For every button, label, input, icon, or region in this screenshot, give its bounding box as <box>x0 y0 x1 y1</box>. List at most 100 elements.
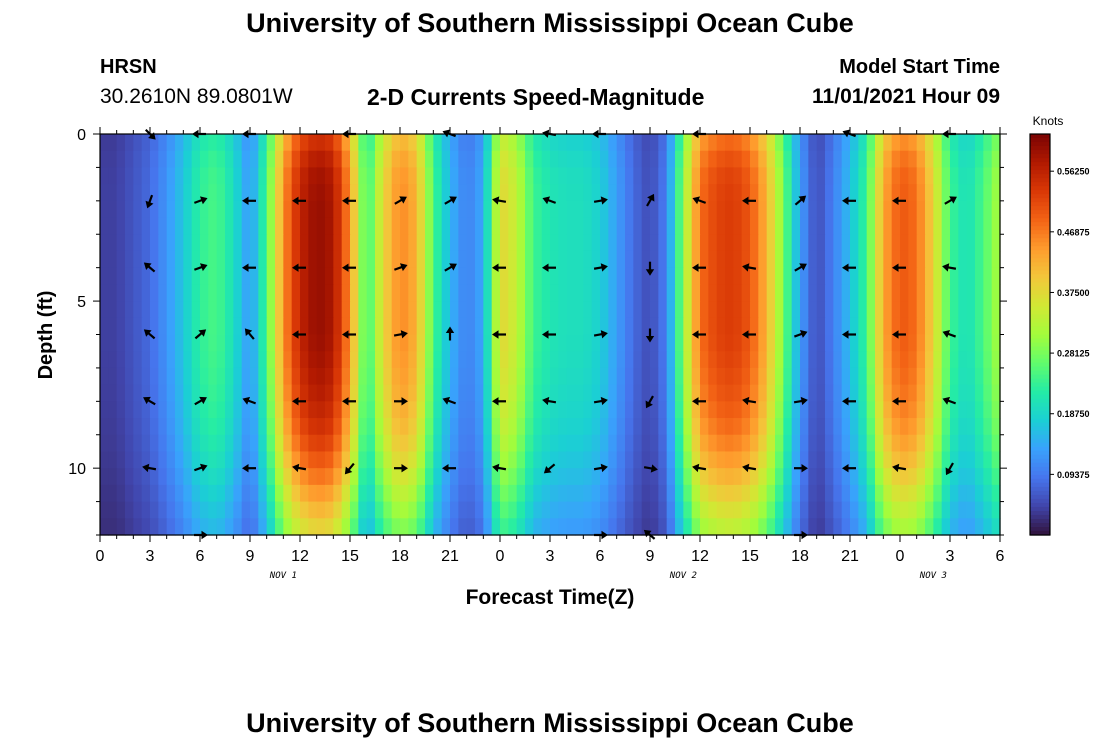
heatmap-cell <box>600 184 609 202</box>
heatmap-cell <box>591 384 601 402</box>
heatmap-cell <box>408 501 418 519</box>
heatmap-cell <box>850 418 859 436</box>
heatmap-cell <box>458 134 468 152</box>
x-tick-label: 0 <box>896 548 905 565</box>
heatmap-cell <box>533 451 543 469</box>
heatmap-cell <box>608 468 618 486</box>
heatmap-cell <box>333 468 343 486</box>
heatmap-cell <box>858 451 868 469</box>
heatmap-cell <box>991 167 1001 185</box>
heatmap-cell <box>366 384 376 402</box>
heatmap-cell <box>366 418 376 436</box>
heatmap-cell <box>166 167 176 185</box>
heatmap-cell <box>725 200 734 219</box>
heatmap-cell <box>416 234 426 252</box>
heatmap-cell <box>375 250 384 269</box>
heatmap-cell <box>258 167 268 185</box>
heatmap-cell <box>525 468 534 486</box>
heatmap-cell <box>808 184 818 202</box>
heatmap-cell <box>525 234 534 252</box>
heatmap-cell <box>591 301 601 319</box>
heatmap-cell <box>425 468 434 486</box>
heatmap-cell <box>691 250 701 269</box>
heatmap-cell <box>175 134 184 152</box>
heatmap-cell <box>125 434 134 453</box>
heatmap-cell <box>933 134 943 152</box>
heatmap-cell <box>741 284 751 302</box>
heatmap-cell <box>100 200 109 219</box>
heatmap-cell <box>616 267 626 285</box>
heatmap-cell <box>325 301 334 319</box>
heatmap-cell <box>991 518 1001 536</box>
heatmap-cell <box>616 401 626 419</box>
heatmap-cell <box>283 484 293 503</box>
heatmap-cell <box>916 384 926 402</box>
heatmap-cell <box>383 468 393 486</box>
heatmap-cell <box>983 184 993 202</box>
heatmap-cell <box>483 250 493 269</box>
heatmap-cell <box>666 334 676 352</box>
heatmap-cell <box>341 301 351 319</box>
heatmap-cell <box>400 134 409 152</box>
heatmap-cell <box>775 518 784 536</box>
heatmap-cell <box>491 434 501 453</box>
heatmap-cell <box>483 234 493 252</box>
heatmap-cell <box>966 250 976 269</box>
heatmap-cell <box>608 184 618 202</box>
heatmap-cell <box>483 501 493 519</box>
heatmap-cell <box>925 200 934 219</box>
heatmap-cell <box>416 501 426 519</box>
heatmap-cell <box>566 234 576 252</box>
x-tick-label: 15 <box>741 548 759 565</box>
current-arrow <box>342 196 356 205</box>
heatmap-cell <box>591 317 601 336</box>
heatmap-cell <box>383 200 393 219</box>
heatmap-cell <box>850 250 859 269</box>
heatmap-cell <box>766 451 776 469</box>
heatmap-cell <box>950 301 959 319</box>
heatmap-cell <box>908 484 918 503</box>
heatmap-cell <box>916 150 926 169</box>
heatmap-cell <box>483 200 493 219</box>
heatmap-cell <box>900 418 909 436</box>
heatmap-cell <box>100 267 109 285</box>
heatmap-cell <box>775 267 784 285</box>
heatmap-cell <box>316 501 326 519</box>
heatmap-cell <box>250 250 259 269</box>
heatmap-cell <box>925 434 934 453</box>
heatmap-cell <box>200 501 209 519</box>
heatmap-cell <box>933 284 943 302</box>
heatmap-cell <box>250 451 259 469</box>
x-tick-label: 9 <box>646 548 655 565</box>
heatmap-cell <box>791 351 801 369</box>
heatmap-cell <box>458 501 468 519</box>
heatmap-cell <box>858 351 868 369</box>
heatmap-cell <box>200 468 209 486</box>
colorbar-swatch <box>1030 358 1050 364</box>
heatmap-cell <box>825 184 834 202</box>
heatmap-cell <box>725 301 734 319</box>
heatmap-cell <box>708 401 718 419</box>
heatmap-cell <box>608 334 618 352</box>
heatmap-cell <box>983 200 993 219</box>
heatmap-cell <box>308 501 318 519</box>
heatmap-cell <box>175 167 184 185</box>
heatmap-cell <box>666 134 676 152</box>
heatmap-cell <box>491 184 501 202</box>
heatmap-cell <box>341 351 351 369</box>
heatmap-cell <box>833 250 843 269</box>
heatmap-cell <box>808 284 818 302</box>
heatmap-cell <box>733 134 743 152</box>
heatmap-cell <box>875 267 884 285</box>
heatmap-cell <box>641 167 651 185</box>
heatmap-cell <box>583 351 593 369</box>
heatmap-cell <box>866 301 876 319</box>
heatmap-cell <box>858 401 868 419</box>
heatmap-cell <box>875 301 884 319</box>
current-arrow <box>292 397 306 406</box>
heatmap-cell <box>308 267 318 285</box>
heatmap-cell <box>558 351 568 369</box>
heatmap-cell <box>350 468 359 486</box>
heatmap-cell <box>450 200 459 219</box>
heatmap-cell <box>225 134 234 152</box>
